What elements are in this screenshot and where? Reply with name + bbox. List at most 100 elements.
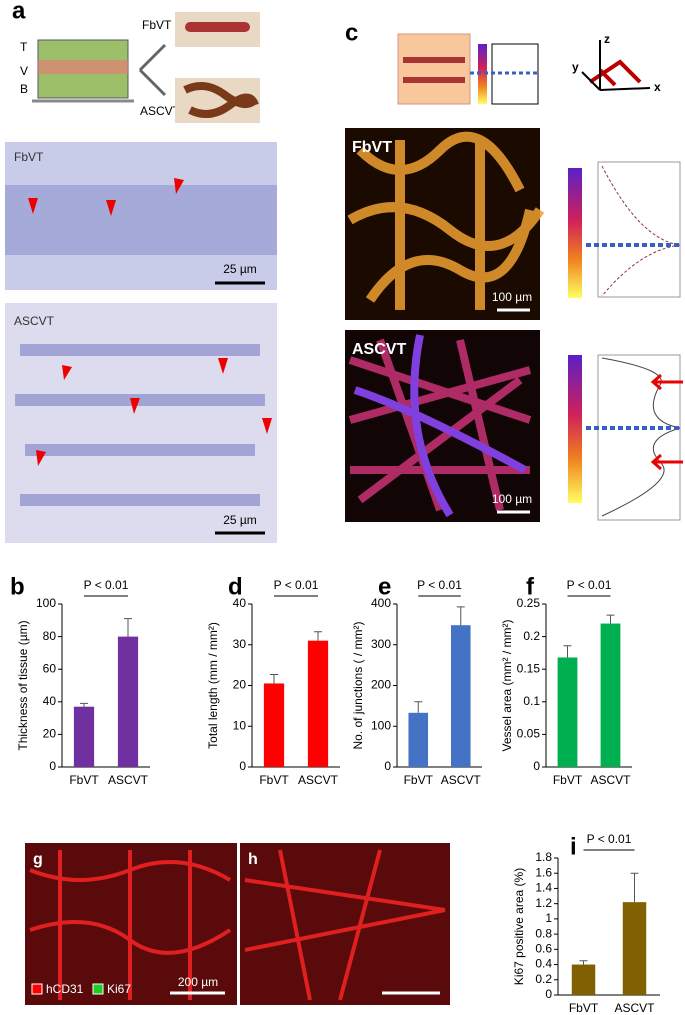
y-tick-label: 300 xyxy=(371,637,391,651)
y-tick-label: 400 xyxy=(371,596,391,610)
y-tick-label: 0 xyxy=(239,759,246,773)
arrowhead xyxy=(62,365,72,380)
panel-label: b xyxy=(10,573,25,600)
depth-profile xyxy=(597,354,681,521)
y-tick-label: 100 xyxy=(371,718,391,732)
scale-label: 25 µm xyxy=(223,262,257,276)
error-bar xyxy=(630,872,639,903)
bar xyxy=(622,902,647,995)
tissue xyxy=(15,344,265,506)
vessel-layer xyxy=(38,60,128,74)
vessels xyxy=(353,334,527,518)
layer-label: B xyxy=(20,82,28,96)
error-bar xyxy=(456,606,465,626)
y-tick-label: 0.6 xyxy=(535,942,552,956)
bar xyxy=(450,625,471,767)
arrowhead xyxy=(174,178,184,194)
y-tick-label: 80 xyxy=(43,629,57,643)
color-scale xyxy=(568,355,582,503)
cube xyxy=(397,33,471,105)
p-value: P < 0.01 xyxy=(587,832,632,846)
legend-swatch xyxy=(92,983,104,995)
p-value: P < 0.01 xyxy=(567,578,612,592)
bar xyxy=(263,683,285,767)
image-label: ASCVT xyxy=(14,314,55,328)
error-bar xyxy=(414,701,423,713)
y-tick-label: 1.4 xyxy=(535,881,552,895)
x-tick-label: FbVT xyxy=(553,773,583,787)
x-tick-label: ASCVT xyxy=(108,773,149,787)
legend-label: Ki67 xyxy=(107,982,131,996)
arrowhead xyxy=(106,200,116,216)
y-axis-label: No. of junctions ( / mm²) xyxy=(351,621,365,749)
x-tick-label: FbVT xyxy=(259,773,289,787)
scale-label: 200 µm xyxy=(178,975,218,989)
scheme-label: FbVT xyxy=(142,18,172,32)
y-tick-label: 1.8 xyxy=(535,850,552,864)
y-tick-label: 0.8 xyxy=(535,926,552,940)
red-arrow xyxy=(650,373,683,471)
arrowhead xyxy=(28,198,38,214)
y-tick-label: 0.25 xyxy=(517,596,541,610)
axes-3d xyxy=(581,40,651,91)
layer-label: T xyxy=(20,40,28,54)
p-value: P < 0.01 xyxy=(417,578,462,592)
vessel-3d xyxy=(588,59,642,87)
tissue xyxy=(5,185,277,255)
vessels xyxy=(348,338,532,512)
y-axis-label: Total length (mm / mm²) xyxy=(206,622,220,749)
arrowhead xyxy=(36,450,46,466)
error-bar xyxy=(579,960,588,965)
vessel xyxy=(403,57,465,83)
y-tick-label: 0.1 xyxy=(523,694,540,708)
vessels xyxy=(29,850,232,1000)
x-tick-label: ASCVT xyxy=(614,1001,655,1015)
panel-label: d xyxy=(228,573,243,600)
vessel xyxy=(185,22,250,32)
bar xyxy=(307,640,329,767)
bar xyxy=(557,657,578,767)
error-bar xyxy=(124,618,132,637)
y-axis-label: Ki67 positive area (%) xyxy=(512,868,526,985)
y-axis-label: Vessel area (mm² / mm²) xyxy=(500,619,514,751)
y-tick-label: 20 xyxy=(233,678,247,692)
legend-swatch xyxy=(31,983,43,995)
panel-label: c xyxy=(345,19,358,46)
panel-label: h xyxy=(248,851,258,868)
error-bar xyxy=(563,645,572,658)
x-tick-label: FbVT xyxy=(404,773,434,787)
y-tick-label: 1.2 xyxy=(535,896,552,910)
x-tick-label: FbVT xyxy=(69,773,99,787)
vessel xyxy=(183,82,259,118)
error-bar xyxy=(314,631,322,641)
bar xyxy=(571,964,596,995)
y-tick-label: 200 xyxy=(371,678,391,692)
y-tick-label: 1.6 xyxy=(535,865,552,879)
y-tick-label: 0.2 xyxy=(535,972,552,986)
y-tick-label: 0 xyxy=(49,759,56,773)
panel-label: i xyxy=(570,833,577,860)
depth-profile xyxy=(597,161,681,298)
x-tick-label: ASCVT xyxy=(590,773,631,787)
micrograph xyxy=(5,303,277,543)
image-label: ASCVT xyxy=(352,341,406,358)
bar xyxy=(73,706,95,767)
panel-label: e xyxy=(378,573,391,600)
y-tick-label: 0 xyxy=(545,987,552,1001)
scheme-label: ASCVT xyxy=(140,104,181,118)
vessels xyxy=(347,131,545,310)
legend-label: hCD31 xyxy=(46,982,84,996)
axis-label: z xyxy=(604,32,610,46)
y-tick-label: 0 xyxy=(384,759,391,773)
vessels xyxy=(244,849,446,1001)
y-tick-label: 40 xyxy=(233,596,247,610)
bar xyxy=(600,623,621,767)
y-tick-label: 10 xyxy=(233,718,247,732)
y-tick-label: 20 xyxy=(43,727,57,741)
y-tick-label: 60 xyxy=(43,661,57,675)
arrowhead xyxy=(130,398,140,414)
bar xyxy=(117,636,139,767)
x-tick-label: ASCVT xyxy=(298,773,339,787)
y-tick-label: 30 xyxy=(233,637,247,651)
